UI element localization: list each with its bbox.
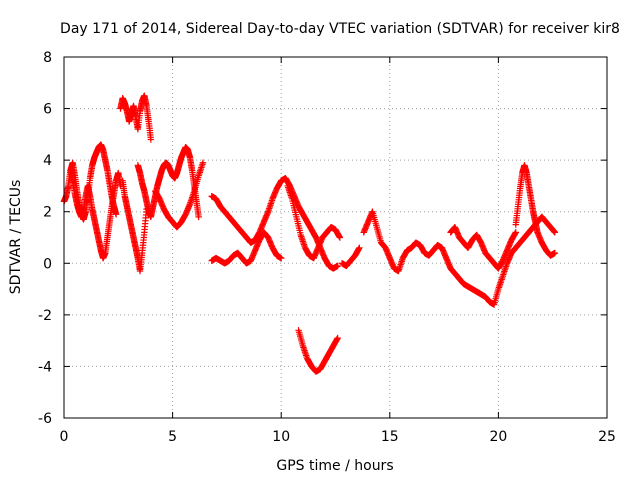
tick-labels: 0 5 10 15 20 25 -6 -4 -2 0 2 4 6 8: [38, 50, 616, 445]
data-point: [334, 334, 341, 342]
x-axis-title: GPS time / hours: [276, 458, 393, 474]
x-tick-label: 20: [489, 429, 507, 445]
x-tick-label: 0: [60, 429, 69, 445]
series-s13: [512, 162, 559, 259]
data-point: [356, 244, 363, 252]
series-s11: [360, 208, 559, 308]
y-tick-label: 6: [43, 102, 52, 118]
series-s14: [338, 244, 363, 270]
y-tick-label: 0: [43, 256, 52, 272]
y-axis-title: SDTVAR / TECUs: [8, 180, 24, 295]
x-tick-label: 25: [598, 429, 616, 445]
series-s4: [119, 177, 150, 275]
plot-frame: [63, 56, 608, 419]
x-tick-label: 5: [168, 429, 177, 445]
y-tick-label: -6: [38, 411, 52, 427]
data-point: [278, 254, 285, 262]
y-tick-label: 2: [43, 205, 52, 221]
series-s12: [447, 223, 519, 272]
y-tick-label: -4: [38, 359, 52, 375]
y-tick-label: 8: [43, 50, 52, 66]
series-s5: [134, 144, 202, 221]
series-s2: [67, 167, 124, 262]
data-point: [112, 211, 120, 218]
data-point: [551, 249, 559, 257]
series-s6: [152, 159, 207, 231]
data-point: [512, 229, 519, 236]
data-point: [147, 136, 155, 143]
series-s10: [295, 327, 341, 375]
series-s3: [117, 92, 155, 143]
chart-title: Day 171 of 2014, Sidereal Day-to-day VTE…: [60, 21, 620, 37]
data-points: [60, 92, 559, 375]
x-tick-label: 15: [381, 429, 399, 445]
data-point: [199, 159, 207, 166]
x-tick-label: 10: [272, 429, 290, 445]
series-s9: [284, 182, 344, 262]
data-point: [334, 262, 341, 270]
series-s7: [208, 174, 341, 272]
grid-layer: [64, 57, 607, 418]
data-point: [195, 213, 202, 221]
y-tick-label: -2: [38, 308, 52, 324]
data-point: [336, 234, 344, 241]
data-point: [551, 229, 559, 236]
series-s8: [208, 229, 285, 267]
y-tick-label: 4: [43, 153, 52, 169]
